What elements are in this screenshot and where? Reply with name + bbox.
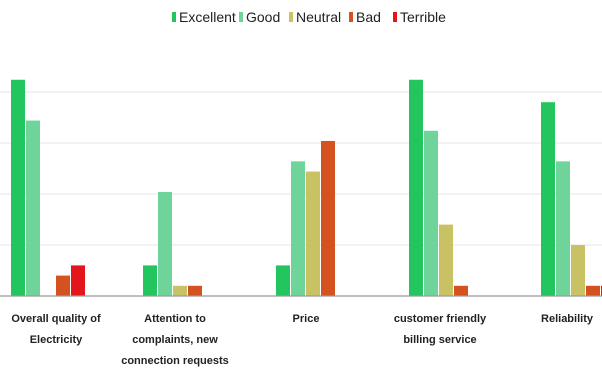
bar-excellent-1 bbox=[143, 265, 157, 296]
category-label-line: connection requests bbox=[121, 355, 229, 367]
category-label-line: Price bbox=[293, 313, 320, 325]
legend: Excellent Good Neutral Bad Terrible bbox=[172, 9, 446, 25]
category-label: Reliability bbox=[541, 313, 594, 325]
bar-excellent-0 bbox=[11, 79, 25, 296]
bar-neutral-3 bbox=[439, 224, 453, 296]
bar-excellent-3 bbox=[409, 79, 423, 296]
category-label-line: Electricity bbox=[30, 334, 83, 346]
bar-excellent-2 bbox=[276, 265, 290, 296]
category-label-line: billing service bbox=[403, 334, 476, 346]
legend-swatch-neutral bbox=[289, 12, 293, 22]
category-label-line: Attention to bbox=[144, 313, 206, 325]
bar-bad-4 bbox=[586, 285, 600, 296]
bar-neutral-2 bbox=[306, 171, 320, 296]
bar-bad-0 bbox=[56, 275, 70, 296]
legend-label-good: Good bbox=[246, 9, 280, 25]
legend-label-neutral: Neutral bbox=[296, 9, 341, 25]
category-label: customer friendly billing service bbox=[394, 313, 487, 346]
bar-good-4 bbox=[556, 161, 570, 296]
bar-bad-1 bbox=[188, 285, 202, 296]
category-label-line: complaints, new bbox=[132, 334, 218, 346]
bar-bad-2 bbox=[321, 140, 335, 296]
category-label-line: customer friendly bbox=[394, 313, 487, 325]
bar-bad-3 bbox=[454, 285, 468, 296]
legend-label-excellent: Excellent bbox=[179, 9, 236, 25]
bar-good-0 bbox=[26, 120, 40, 296]
legend-swatch-bad bbox=[349, 12, 353, 22]
bars bbox=[11, 79, 602, 296]
legend-swatch-excellent bbox=[172, 12, 176, 22]
bar-good-3 bbox=[424, 130, 438, 296]
category-labels: Overall quality of Electricity Attention t… bbox=[11, 313, 593, 367]
bar-terrible-0 bbox=[71, 265, 85, 296]
bar-good-1 bbox=[158, 191, 172, 296]
category-label: Attention to complaints, new connection re… bbox=[121, 313, 229, 367]
legend-label-bad: Bad bbox=[356, 9, 381, 25]
legend-swatch-terrible bbox=[393, 12, 397, 22]
bar-neutral-1 bbox=[173, 285, 187, 296]
legend-swatch-good bbox=[239, 12, 243, 22]
category-label: Price bbox=[293, 313, 320, 325]
category-label: Overall quality of Electricity bbox=[11, 313, 101, 346]
category-label-line: Overall quality of bbox=[11, 313, 101, 325]
bar-neutral-4 bbox=[571, 245, 585, 296]
category-label-line: Reliability bbox=[541, 313, 594, 325]
legend-label-terrible: Terrible bbox=[400, 9, 446, 25]
bar-excellent-4 bbox=[541, 102, 555, 296]
bar-good-2 bbox=[291, 161, 305, 296]
